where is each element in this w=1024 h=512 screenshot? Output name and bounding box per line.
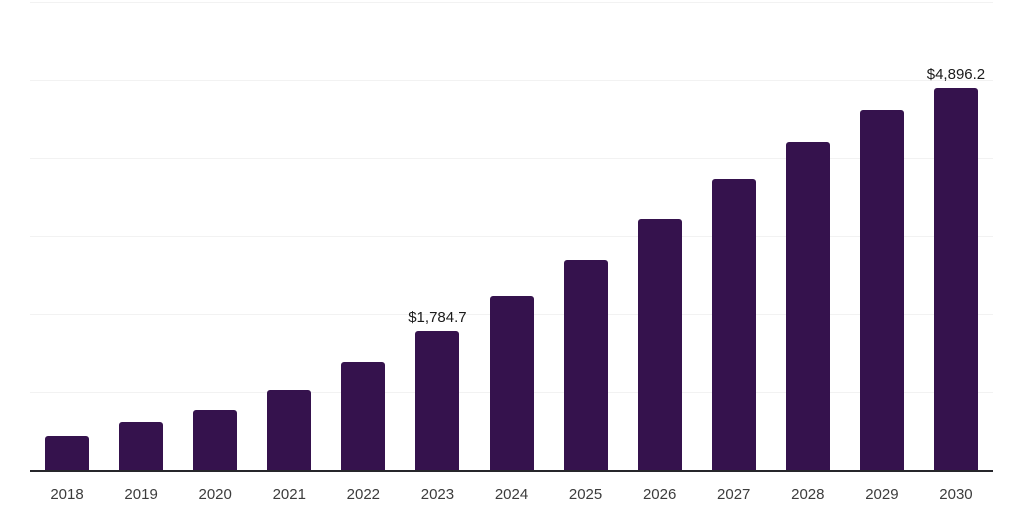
x-tick-label-2021: 2021 (272, 486, 306, 503)
bar-2028 (785, 142, 830, 470)
y-gridline (30, 158, 993, 159)
bar-2029 (859, 110, 904, 470)
bar-2025 (563, 259, 608, 470)
bar-2026 (637, 219, 682, 470)
y-gridline (30, 2, 993, 3)
bar-2019 (119, 422, 164, 470)
x-tick-label-2027: 2027 (717, 486, 751, 503)
bar-2021 (267, 389, 312, 470)
bar-2027 (711, 179, 756, 470)
x-tick-label-2018: 2018 (50, 486, 84, 503)
bar-2024 (489, 296, 534, 470)
y-gridline (30, 80, 993, 81)
x-tick-label-2024: 2024 (494, 486, 529, 503)
x-tick-label-2019: 2019 (124, 486, 158, 503)
x-tick-label-2020: 2020 (198, 486, 232, 503)
bar-value-label-2030: $4,896.2 (926, 66, 986, 84)
x-tick-label-2029: 2029 (865, 486, 899, 503)
bar-2030 (933, 88, 978, 470)
x-tick-label-2022: 2022 (346, 486, 381, 503)
bar-2022 (341, 361, 386, 470)
bar-value-label-2023: $1,784.7 (408, 308, 467, 326)
x-tick-label-2023: 2023 (420, 486, 455, 503)
bar-2020 (193, 409, 238, 470)
x-tick-label-2030: 2030 (939, 486, 973, 503)
x-axis-line (30, 470, 993, 472)
x-tick-label-2026: 2026 (642, 486, 677, 503)
y-gridline (30, 236, 993, 237)
x-tick-label-2028: 2028 (791, 486, 825, 503)
bar-2018 (45, 436, 90, 470)
bar-2023 (415, 330, 460, 470)
x-tick-label-2025: 2025 (568, 486, 603, 503)
